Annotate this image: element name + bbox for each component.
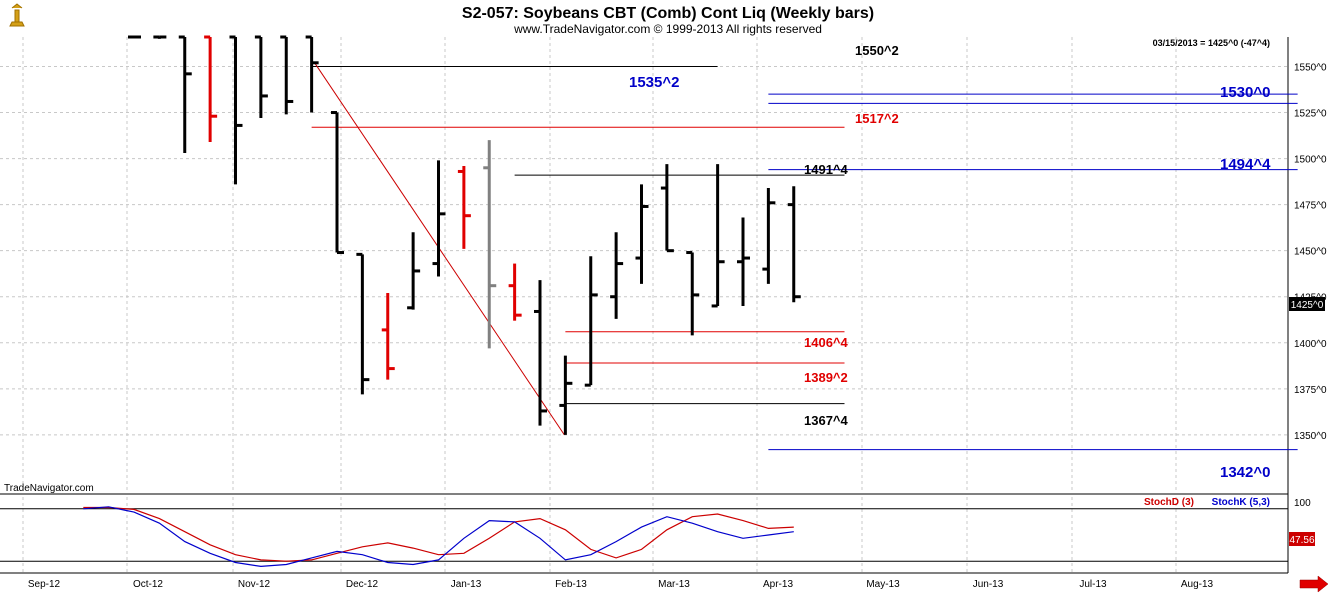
legend-stochk: StochK (5,3) [1212,497,1270,508]
level-label: 1517^2 [855,111,899,126]
last-price-info: 03/15/2013 = 1425^0 (-47^4) [1153,38,1270,48]
y-tick-label: 1550^0 [1294,62,1327,73]
level-label: 1494^4 [1220,156,1271,173]
legend-stochd: StochD (3) [1144,497,1194,508]
red-right-arrow-icon[interactable] [1299,575,1329,593]
x-tick-label: Apr-13 [763,579,793,590]
logo-figure-icon [9,3,25,27]
x-tick-label: Feb-13 [555,579,587,590]
x-tick-label: Dec-12 [346,579,379,590]
y-tick-label: 1375^0 [1294,385,1327,396]
chart-title: S2-057: Soybeans CBT (Comb) Cont Liq (We… [462,5,874,22]
x-tick-label: Aug-13 [1181,579,1214,590]
x-tick-label: Mar-13 [658,579,690,590]
level-label: 1530^0 [1220,84,1270,101]
last-price-label: 1425^0 [1291,300,1324,311]
level-label: 1367^4 [804,413,849,428]
level-label: 1406^4 [804,335,849,350]
osc-y-tick-label: 100 [1294,498,1311,509]
x-tick-label: Jun-13 [973,579,1004,590]
last-price-box [1289,297,1325,311]
y-tick-label: 1450^0 [1294,247,1327,258]
title-bar [0,0,1336,37]
x-tick-label: Jul-13 [1079,579,1107,590]
brand-label: TradeNavigator.com [4,483,94,494]
level-label: 1550^2 [855,43,899,58]
x-tick-label: May-13 [866,579,900,590]
level-label: 1342^0 [1220,464,1270,481]
level-label: 1535^2 [629,74,679,91]
stoch-line [83,506,794,562]
x-tick-label: Jan-13 [451,579,482,590]
y-tick-label: 1400^0 [1294,339,1327,350]
x-tick-label: Sep-12 [28,579,61,590]
level-label: 1491^4 [804,162,849,177]
y-tick-label: 1350^0 [1294,431,1327,442]
stoch-line [83,506,794,568]
level-label: 1389^2 [804,370,848,385]
y-tick-label: 1500^0 [1294,155,1327,166]
copyright: www.TradeNavigator.com © 1999-2013 All r… [513,22,822,36]
x-tick-label: Oct-12 [133,579,163,590]
y-tick-label: 1475^0 [1294,201,1327,212]
y-tick-label: 1525^0 [1294,109,1327,120]
osc-value-box [1289,532,1315,546]
osc-value-label: 47.56 [1289,535,1314,546]
x-tick-label: Nov-12 [238,579,271,590]
